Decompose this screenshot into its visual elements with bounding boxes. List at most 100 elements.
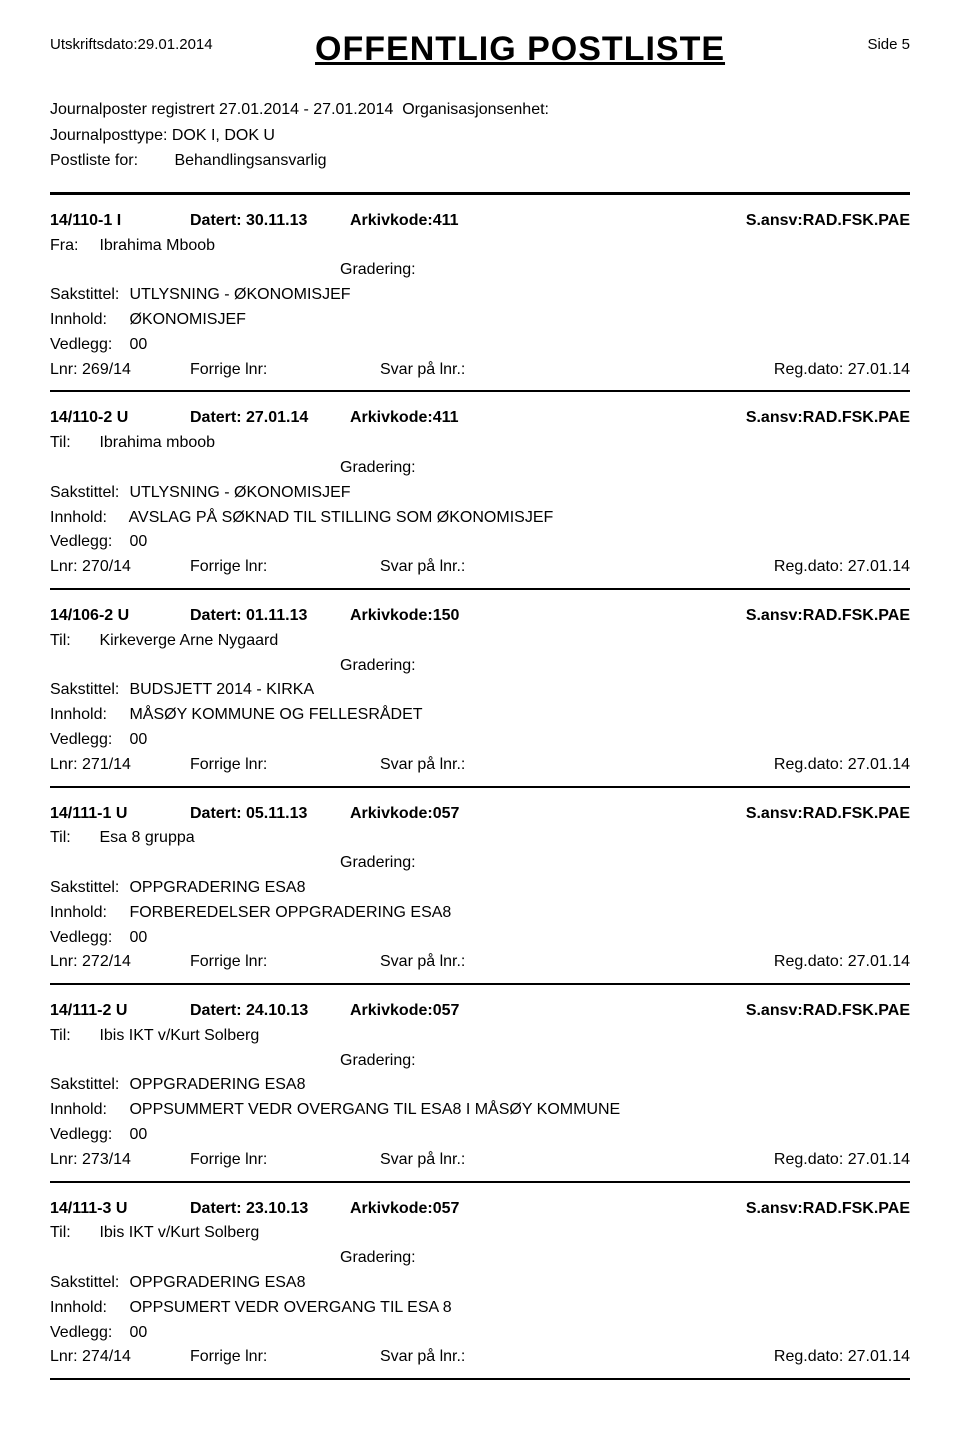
entry-bottom-row: Lnr: 270/14Forrige lnr: Svar på lnr.: Re… [50, 555, 910, 580]
entry-vedlegg-row: Vedlegg: 00 [50, 333, 910, 358]
entry-sansv: S.ansv:RAD.FSK.PAE [640, 802, 910, 827]
regdato: Reg.dato: 27.01.14 [680, 358, 910, 383]
entry-gradering-row: Gradering: [340, 851, 910, 876]
regdato: Reg.dato: 27.01.14 [680, 1148, 910, 1173]
entry-datert: Datert: 05.11.13 [190, 802, 350, 827]
entry-arkivkode: Arkivkode:057 [350, 999, 640, 1024]
innhold-value: MÅSØY KOMMUNE OG FELLESRÅDET [129, 706, 422, 723]
forrige-lnr: Forrige lnr: [190, 1148, 380, 1173]
lnr: Lnr: 274/14 [50, 1345, 190, 1370]
forrige-lnr: Forrige lnr: [190, 1345, 380, 1370]
entry-gradering-row: Gradering: [340, 258, 910, 283]
entry-id: 14/110-2 U [50, 406, 190, 431]
vedlegg-label: Vedlegg: [50, 926, 125, 951]
vedlegg-label: Vedlegg: [50, 728, 125, 753]
gradering-label: Gradering: [340, 459, 416, 476]
vedlegg-value: 00 [129, 1126, 147, 1143]
entry-datert: Datert: 27.01.14 [190, 406, 350, 431]
vedlegg-value: 00 [129, 336, 147, 353]
meta-orgunit-label: Organisasjonsenhet: [402, 101, 549, 118]
entry-bottom-row: Lnr: 273/14Forrige lnr: Svar på lnr.: Re… [50, 1148, 910, 1173]
sakstittel-value: OPPGRADERING ESA8 [129, 1076, 305, 1093]
entry-sakstittel-row: Sakstittel: OPPGRADERING ESA8 [50, 1073, 910, 1098]
entry-party: Ibrahima mboob [99, 434, 215, 451]
innhold-value: OPPSUMMERT VEDR OVERGANG TIL ESA8 I MÅSØ… [129, 1101, 620, 1118]
lnr: Lnr: 270/14 [50, 555, 190, 580]
separator-thick [50, 192, 910, 195]
journal-entry: 14/110-2 UDatert: 27.01.14Arkivkode:411S… [50, 406, 910, 584]
entry-innhold-row: Innhold: MÅSØY KOMMUNE OG FELLESRÅDET [50, 703, 910, 728]
entry-sakstittel-row: Sakstittel: BUDSJETT 2014 - KIRKA [50, 678, 910, 703]
entry-dir-label: Til: [50, 431, 95, 456]
entry-party: Ibis IKT v/Kurt Solberg [99, 1224, 259, 1241]
entry-sakstittel-row: Sakstittel: OPPGRADERING ESA8 [50, 876, 910, 901]
separator-thin [50, 1378, 910, 1380]
entry-vedlegg-row: Vedlegg: 00 [50, 530, 910, 555]
entry-party: Ibrahima Mboob [99, 237, 215, 254]
entry-arkivkode: Arkivkode:057 [350, 1197, 640, 1222]
gradering-label: Gradering: [340, 261, 416, 278]
journal-entry: 14/111-3 UDatert: 23.10.13Arkivkode:057S… [50, 1197, 910, 1375]
lnr: Lnr: 269/14 [50, 358, 190, 383]
sakstittel-value: OPPGRADERING ESA8 [129, 879, 305, 896]
page-title: OFFENTLIG POSTLISTE [173, 30, 868, 69]
entry-gradering-row: Gradering: [340, 1246, 910, 1271]
entry-id: 14/111-2 U [50, 999, 190, 1024]
entry-arkivkode: Arkivkode:150 [350, 604, 640, 629]
forrige-lnr: Forrige lnr: [190, 358, 380, 383]
regdato: Reg.dato: 27.01.14 [680, 555, 910, 580]
entry-party-row: Til: Ibrahima mboob [50, 431, 910, 456]
entry-id: 14/111-1 U [50, 802, 190, 827]
svar-pa-lnr: Svar på lnr.: [380, 950, 680, 975]
lnr: Lnr: 272/14 [50, 950, 190, 975]
side-label: Side [867, 36, 897, 53]
entry-id: 14/110-1 I [50, 209, 190, 234]
journal-entry: 14/111-1 UDatert: 05.11.13Arkivkode:057S… [50, 802, 910, 980]
print-date-label: Utskriftsdato: [50, 36, 138, 53]
entry-id: 14/106-2 U [50, 604, 190, 629]
gradering-label: Gradering: [340, 657, 416, 674]
document-page: Utskriftsdato:29.01.2014 OFFENTLIG POSTL… [0, 0, 960, 1434]
journal-entry: 14/106-2 UDatert: 01.11.13Arkivkode:150S… [50, 604, 910, 782]
entry-party-row: Til: Ibis IKT v/Kurt Solberg [50, 1024, 910, 1049]
innhold-label: Innhold: [50, 1296, 125, 1321]
entry-datert: Datert: 24.10.13 [190, 999, 350, 1024]
svar-pa-lnr: Svar på lnr.: [380, 358, 680, 383]
meta-type-label: Journalposttype: [50, 127, 167, 144]
svar-pa-lnr: Svar på lnr.: [380, 753, 680, 778]
entry-sakstittel-row: Sakstittel: OPPGRADERING ESA8 [50, 1271, 910, 1296]
svar-pa-lnr: Svar på lnr.: [380, 1148, 680, 1173]
journal-entry: 14/111-2 UDatert: 24.10.13Arkivkode:057 S… [50, 999, 910, 1177]
entry-gradering-row: Gradering: [340, 654, 910, 679]
innhold-value: ØKONOMISJEF [129, 311, 245, 328]
entry-bottom-row: Lnr: 271/14Forrige lnr: Svar på lnr.: Re… [50, 753, 910, 778]
gradering-label: Gradering: [340, 1052, 416, 1069]
entry-innhold-row: Innhold: OPPSUMMERT VEDR OVERGANG TIL ES… [50, 1098, 910, 1123]
entry-innhold-row: Innhold: OPPSUMERT VEDR OVERGANG TIL ESA… [50, 1296, 910, 1321]
journal-entry: 14/110-1 IDatert: 30.11.13Arkivkode:411S… [50, 209, 910, 387]
entry-dir-label: Fra: [50, 234, 95, 259]
sakstittel-label: Sakstittel: [50, 1073, 125, 1098]
meta-postliste-for-label: Postliste for: [50, 148, 170, 174]
vedlegg-label: Vedlegg: [50, 1321, 125, 1346]
entry-innhold-row: Innhold: ØKONOMISJEF [50, 308, 910, 333]
entry-arkivkode: Arkivkode:057 [350, 802, 640, 827]
entry-party-row: Til: Ibis IKT v/Kurt Solberg [50, 1221, 910, 1246]
sakstittel-label: Sakstittel: [50, 481, 125, 506]
entry-party: Esa 8 gruppa [99, 829, 194, 846]
forrige-lnr: Forrige lnr: [190, 753, 380, 778]
regdato: Reg.dato: 27.01.14 [680, 1345, 910, 1370]
meta-type: Journalposttype: DOK I, DOK U [50, 123, 910, 149]
entries-list: 14/110-1 IDatert: 30.11.13Arkivkode:411S… [50, 209, 910, 1380]
entry-vedlegg-row: Vedlegg: 00 [50, 1321, 910, 1346]
meta-postliste-for-value: Behandlingsansvarlig [174, 152, 326, 169]
entry-bottom-row: Lnr: 269/14Forrige lnr: Svar på lnr.: Re… [50, 358, 910, 383]
separator-thin [50, 1181, 910, 1183]
separator-thin [50, 390, 910, 392]
forrige-lnr: Forrige lnr: [190, 950, 380, 975]
svar-pa-lnr: Svar på lnr.: [380, 555, 680, 580]
innhold-label: Innhold: [50, 901, 125, 926]
separator-thin [50, 588, 910, 590]
vedlegg-value: 00 [129, 533, 147, 550]
innhold-value: FORBEREDELSER OPPGRADERING ESA8 [129, 904, 451, 921]
